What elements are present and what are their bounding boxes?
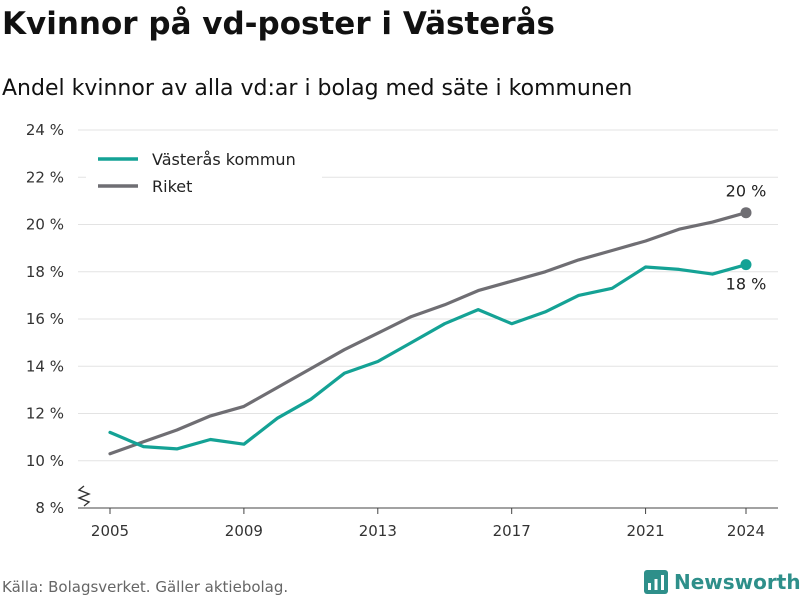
y-tick-label: 8 % [35,499,64,517]
axis-break-zigzag [77,485,91,507]
y-axis-break [77,485,91,507]
y-tick-label: 12 % [26,405,64,423]
x-axis-ticks: 2005 2009 2013 2017 2021 2024 [91,508,765,540]
newsworthy-logo-icon [644,570,668,594]
legend-label: Riket [152,177,192,196]
x-tick-label: 2024 [727,522,765,540]
series-group: 20 % 18 % [108,182,767,456]
legend-label: Västerås kommun [152,150,296,169]
y-tick-label: 14 % [26,357,64,375]
y-tick-label: 20 % [26,216,64,234]
grid-lines [78,129,778,509]
x-tick-label: 2021 [626,522,664,540]
y-tick-label: 18 % [26,263,64,281]
legend-background [86,146,322,204]
brand-name: Newsworthy [674,570,800,594]
y-tick-label: 22 % [26,168,64,186]
brand-logo: Newsworthy [644,570,800,594]
y-tick-label: 10 % [26,452,64,470]
chart-title: Kvinnor på vd-poster i Västerås [2,6,555,42]
source-note: Källa: Bolagsverket. Gäller aktiebolag. [2,578,289,596]
y-axis-ticks: 8 % 10 % 12 % 14 % 16 % 18 % 20 % 22 % 24 % [26,121,64,517]
end-value-label: 20 % [726,182,767,201]
x-tick-label: 2013 [359,522,397,540]
y-tick-label: 16 % [26,310,64,328]
series-line-vasteras [108,263,748,451]
series-line-riket [108,211,748,456]
x-tick-label: 2009 [225,522,263,540]
chart-subtitle: Andel kvinnor av alla vd:ar i bolag med … [2,76,633,101]
end-value-label: 18 % [726,275,767,294]
legend: Västerås kommun Riket [86,146,322,204]
series-end-point [740,207,752,219]
series-end-point [740,259,752,271]
x-tick-label: 2017 [493,522,531,540]
y-tick-label: 24 % [26,121,64,139]
x-tick-label: 2005 [91,522,129,540]
